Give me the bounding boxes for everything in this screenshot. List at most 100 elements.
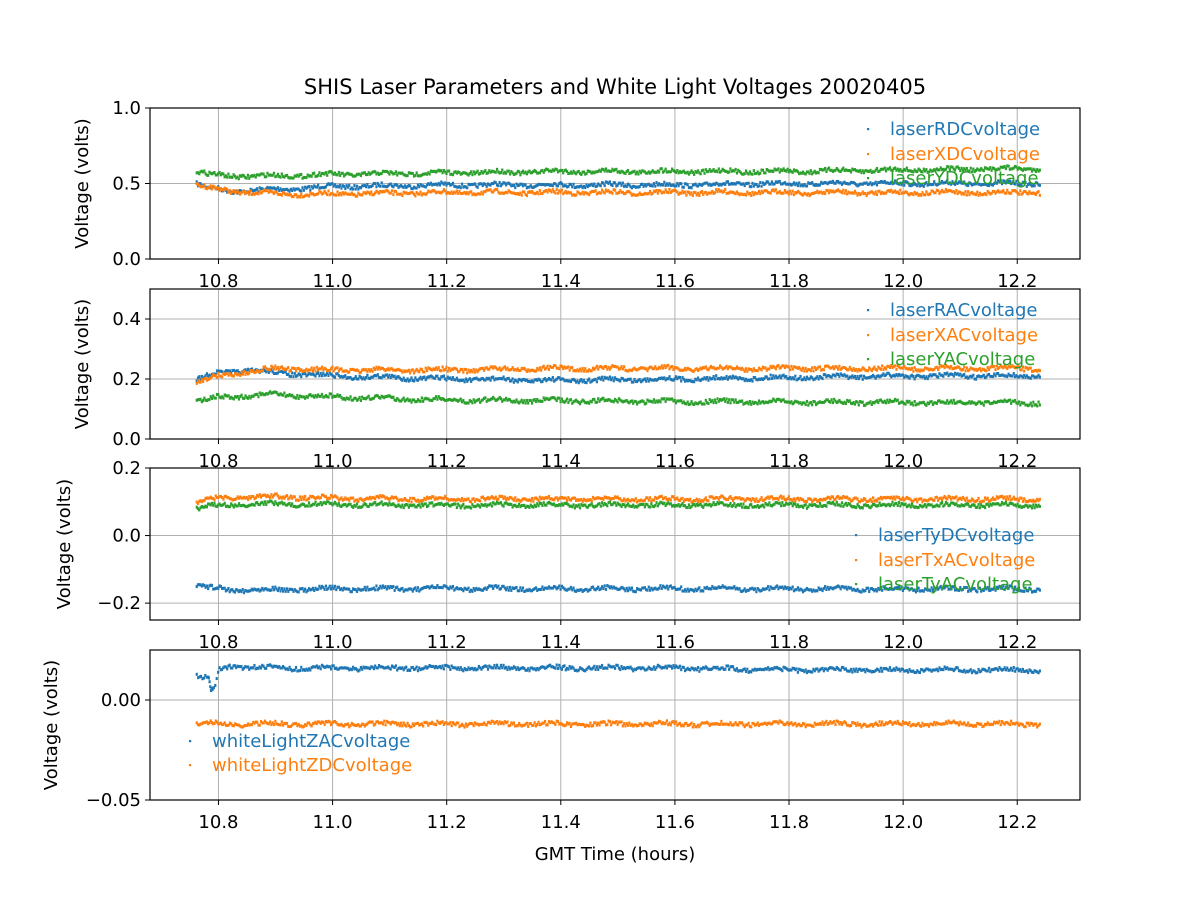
data-point — [271, 173, 274, 177]
data-point — [572, 496, 575, 500]
data-point — [948, 189, 951, 193]
data-point — [226, 394, 229, 398]
data-point — [890, 375, 893, 379]
data-point — [462, 398, 465, 402]
data-point — [214, 187, 217, 191]
data-point — [359, 399, 363, 403]
data-point — [246, 372, 250, 376]
data-point — [840, 182, 844, 186]
data-point — [887, 181, 890, 185]
data-point — [737, 377, 740, 381]
data-point — [262, 493, 265, 497]
data-point — [353, 377, 356, 381]
data-point — [549, 183, 552, 187]
data-point — [366, 496, 369, 500]
data-point — [673, 586, 676, 590]
data-point — [511, 586, 514, 590]
data-point — [798, 190, 801, 194]
data-point — [367, 376, 370, 380]
data-point — [792, 365, 796, 369]
data-point — [1027, 192, 1030, 196]
data-point — [300, 498, 303, 502]
data-point — [829, 586, 832, 590]
data-point — [948, 168, 951, 172]
data-point — [459, 191, 462, 195]
data-point — [550, 190, 553, 194]
data-point — [918, 374, 921, 378]
data-point — [651, 169, 654, 173]
data-point — [276, 392, 280, 396]
data-point — [846, 192, 849, 196]
data-point — [407, 183, 410, 187]
data-point — [463, 401, 466, 405]
data-point — [763, 401, 766, 405]
data-point — [650, 378, 653, 382]
data-point — [467, 378, 470, 382]
data-point — [955, 366, 958, 370]
data-point — [435, 191, 438, 195]
data-point — [468, 399, 471, 403]
data-point — [852, 367, 855, 371]
data-point — [843, 586, 846, 590]
data-point — [403, 184, 407, 188]
data-point — [865, 194, 868, 198]
data-point — [400, 498, 403, 502]
data-point — [927, 182, 931, 186]
data-point — [446, 181, 449, 185]
data-point — [744, 377, 748, 381]
data-point — [908, 183, 911, 187]
data-point — [590, 369, 593, 373]
data-point — [497, 584, 500, 588]
data-point — [489, 397, 492, 401]
data-point — [508, 182, 512, 186]
data-point — [910, 192, 914, 196]
data-point — [743, 172, 746, 176]
data-point — [944, 363, 948, 367]
data-point — [324, 185, 327, 189]
data-point — [840, 191, 844, 195]
data-point — [744, 193, 748, 197]
data-point — [537, 498, 540, 502]
data-point — [742, 368, 745, 372]
data-point — [224, 174, 228, 178]
data-point — [499, 191, 503, 195]
data-point — [730, 376, 733, 380]
data-point — [263, 493, 267, 497]
data-point — [446, 497, 449, 501]
data-point — [659, 584, 662, 588]
data-point — [735, 400, 739, 404]
data-point — [875, 368, 879, 372]
data-point — [571, 401, 574, 405]
data-point — [591, 585, 595, 589]
data-point — [228, 372, 232, 376]
axes-frame — [149, 288, 1081, 440]
data-point — [912, 588, 915, 592]
data-point — [994, 168, 997, 172]
x-tick-label: 11.0 — [313, 451, 353, 472]
data-point — [463, 171, 466, 175]
data-point — [931, 169, 935, 173]
data-point — [363, 585, 366, 589]
data-point — [248, 371, 251, 375]
data-point — [532, 185, 535, 189]
data-point — [368, 495, 372, 499]
data-point — [822, 181, 825, 185]
data-point — [985, 400, 988, 404]
data-point — [508, 368, 512, 372]
data-point — [646, 377, 649, 381]
data-point — [412, 379, 416, 383]
data-point — [847, 368, 850, 372]
data-point — [377, 395, 381, 399]
data-point — [862, 374, 866, 378]
data-point — [1032, 400, 1035, 404]
data-point — [224, 494, 228, 498]
data-point — [905, 367, 908, 371]
data-point — [591, 378, 595, 382]
data-point — [447, 498, 451, 502]
data-point — [922, 193, 925, 197]
data-point — [935, 188, 938, 192]
data-point — [789, 168, 792, 172]
data-point — [584, 401, 587, 405]
data-point — [385, 188, 388, 192]
data-point — [717, 376, 720, 380]
